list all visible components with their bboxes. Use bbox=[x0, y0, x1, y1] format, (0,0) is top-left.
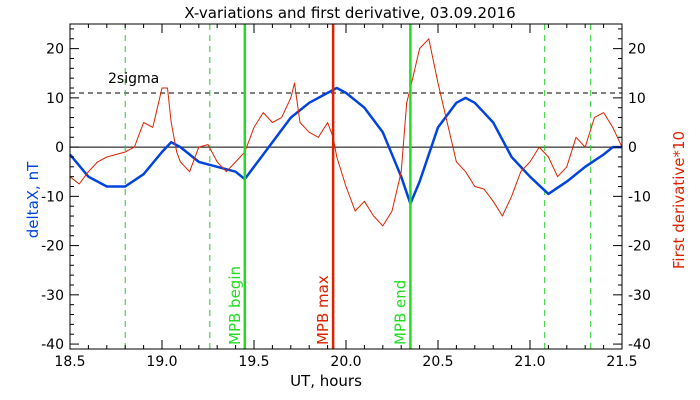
y-tick-label-left-5: -30 bbox=[41, 288, 64, 304]
x-tick-label-3: 20.0 bbox=[330, 354, 361, 370]
chart-title: X-variations and first derivative, 03.09… bbox=[184, 4, 515, 22]
x-axis-label: UT, hours bbox=[290, 372, 362, 390]
x-tick-label-2: 19.5 bbox=[238, 354, 269, 370]
y-tick-label-right-0: 20 bbox=[628, 42, 646, 58]
y-tick-label-left-1: 10 bbox=[46, 91, 64, 107]
y-tick-label-left-0: 20 bbox=[46, 42, 64, 58]
y-tick-label-right-4: -20 bbox=[628, 239, 651, 255]
x-tick-label-0: 18.5 bbox=[54, 354, 85, 370]
marker-label-2: MPB end bbox=[391, 280, 409, 345]
x-tick-label-4: 20.5 bbox=[422, 354, 453, 370]
y-tick-label-right-1: 10 bbox=[628, 91, 646, 107]
y-tick-label-left-3: -10 bbox=[41, 189, 64, 205]
derivative-line bbox=[69, 38, 623, 227]
y-tick-label-left-4: -20 bbox=[41, 239, 64, 255]
y-tick-label-right-2: 0 bbox=[628, 140, 637, 156]
y-tick-label-left-2: 0 bbox=[55, 140, 64, 156]
deltax-line bbox=[69, 86, 622, 205]
y-tick-label-right-6: -40 bbox=[628, 337, 651, 353]
y-axis-label-right: First derivative*10 bbox=[670, 131, 688, 269]
y-tick-label-right-5: -30 bbox=[628, 288, 651, 304]
marker-label-1: MPB max bbox=[314, 275, 332, 345]
x-tick-label-5: 21.0 bbox=[514, 354, 545, 370]
y-tick-label-right-3: -10 bbox=[628, 189, 651, 205]
marker-label-0: MPB begin bbox=[226, 266, 244, 345]
y-tick-label-left-6: -40 bbox=[41, 337, 64, 353]
y-axis-label-left: deltaX, nT bbox=[24, 161, 42, 238]
plot-layer: MPB begin MPB max MPB end 18.5 19.0 19.5 20.0 2… bbox=[41, 23, 651, 370]
x-tick-label-6: 21.5 bbox=[606, 354, 637, 370]
sigma-label: 2sigma bbox=[108, 71, 159, 87]
x-tick-label-1: 19.0 bbox=[146, 354, 177, 370]
